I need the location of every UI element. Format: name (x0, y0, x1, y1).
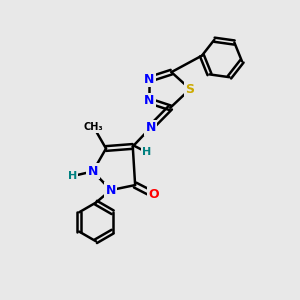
Text: N: N (146, 121, 156, 134)
Text: N: N (144, 73, 154, 86)
Text: S: S (186, 82, 195, 96)
Text: N: N (88, 165, 98, 178)
Text: H: H (68, 171, 77, 181)
Text: H: H (142, 147, 152, 158)
Text: N: N (144, 94, 154, 107)
Text: N: N (106, 184, 116, 196)
Text: O: O (148, 188, 159, 201)
Text: CH₃: CH₃ (84, 122, 103, 132)
